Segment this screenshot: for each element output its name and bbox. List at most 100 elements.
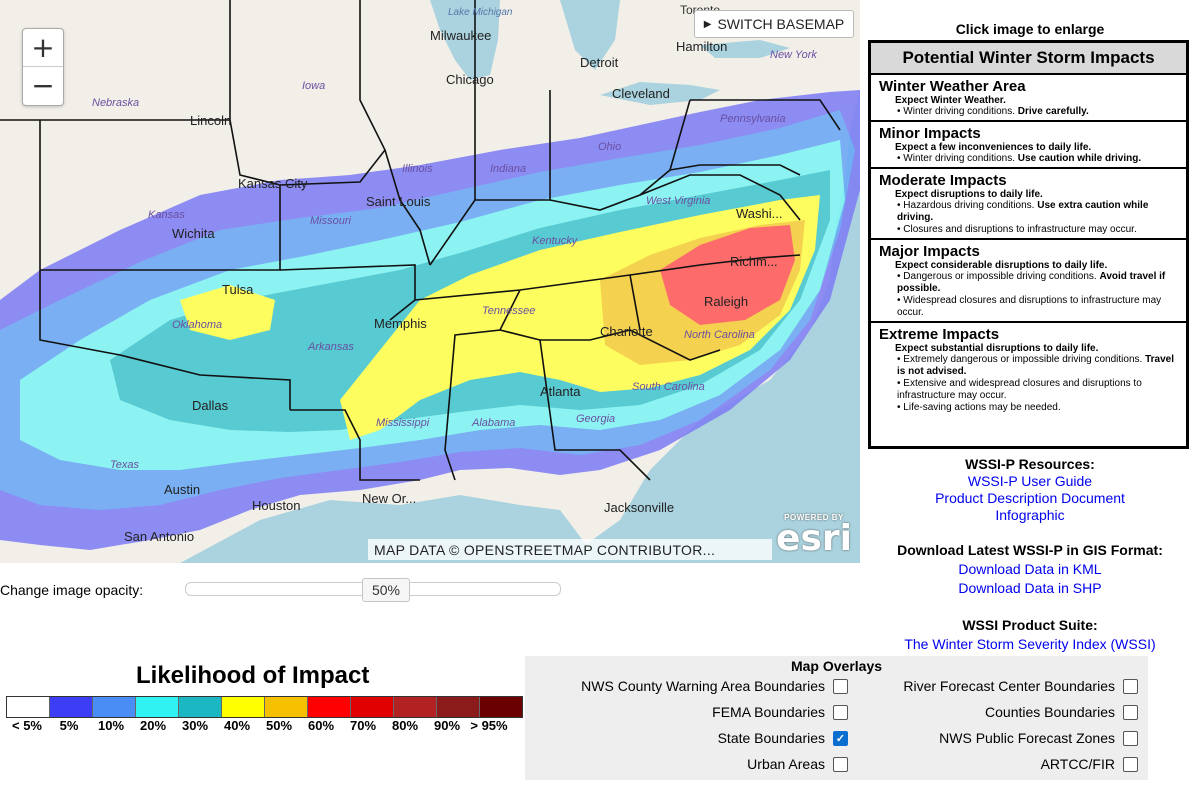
legend-title: Likelihood of Impact xyxy=(136,662,370,689)
label-iowa: Iowa xyxy=(302,80,325,92)
opacity-slider-handle[interactable]: 50% xyxy=(362,578,410,602)
legend-label: < 5% xyxy=(12,718,42,733)
overlay-checkbox[interactable] xyxy=(833,704,848,720)
impact-section: Winter Weather Area Expect Winter Weather… xyxy=(871,75,1186,122)
impact-expectation: Expect substantial disruptions to daily … xyxy=(895,343,1099,354)
overlay-checkbox[interactable] xyxy=(833,678,848,694)
label-west-virginia: West Virginia xyxy=(646,195,710,207)
impact-expectation: Expect considerable disruptions to daily… xyxy=(895,260,1108,271)
impact-section: Moderate Impacts Expect disruptions to da… xyxy=(871,169,1186,240)
lake-ontario xyxy=(700,40,790,58)
legend-swatch xyxy=(437,697,480,717)
legend-swatch xyxy=(351,697,394,717)
infographic-link[interactable]: Infographic xyxy=(995,507,1065,523)
impact-map[interactable]: Lake Michigan Toronto Milwaukee Hamilton… xyxy=(0,0,860,563)
esri-logo[interactable]: POWERED BY esri xyxy=(776,513,852,557)
label-nebraska: Nebraska xyxy=(92,97,139,109)
overlay-option[interactable]: State Boundaries ✓ xyxy=(718,730,848,746)
overlay-option[interactable]: NWS Public Forecast Zones xyxy=(939,730,1138,746)
label-dallas: Dallas xyxy=(192,398,229,413)
impact-heading: Winter Weather Area xyxy=(879,78,1026,95)
impacts-title: Potential Winter Storm Impacts xyxy=(871,43,1186,75)
wssi-link[interactable]: The Winter Storm Severity Index (WSSI) xyxy=(904,636,1156,652)
impact-bullet-text: • Extensive and widespread closures and … xyxy=(897,378,1142,401)
download-shp-link[interactable]: Download Data in SHP xyxy=(958,580,1102,596)
label-austin: Austin xyxy=(164,482,200,497)
label-saint-louis: Saint Louis xyxy=(366,194,431,209)
legend-swatch xyxy=(136,697,179,717)
label-new-orleans: New Or... xyxy=(362,491,416,506)
label-lincoln: Lincoln xyxy=(190,113,231,128)
overlay-label: Counties Boundaries xyxy=(985,704,1115,720)
esri-powered-by: POWERED BY xyxy=(784,513,844,522)
impact-bullet-text: • Dangerous or impossible driving condit… xyxy=(897,271,1100,282)
label-texas: Texas xyxy=(110,459,139,471)
overlay-checkbox[interactable] xyxy=(1123,704,1138,720)
impact-section: Extreme Impacts Expect substantial disrup… xyxy=(871,323,1186,416)
label-cleveland: Cleveland xyxy=(612,86,670,101)
label-kansas-city: Kansas City xyxy=(238,176,308,191)
legend-label: 40% xyxy=(223,718,251,733)
legend-label: 5% xyxy=(59,718,79,733)
impact-bullet-text: • Winter driving conditions. xyxy=(897,106,1018,117)
overlay-checkbox[interactable]: ✓ xyxy=(833,730,848,746)
legend-swatch xyxy=(222,697,265,717)
user-guide-link[interactable]: WSSI-P User Guide xyxy=(967,473,1093,489)
download-kml-link[interactable]: Download Data in KML xyxy=(958,561,1102,577)
band-40pct-oklahoma xyxy=(180,285,275,340)
label-lake-michigan: Lake Michigan xyxy=(448,7,513,18)
map-attribution[interactable]: MAP DATA © OPENSTREETMAP CONTRIBUTOR... xyxy=(368,539,772,560)
label-alabama: Alabama xyxy=(471,417,515,429)
overlay-option[interactable]: FEMA Boundaries xyxy=(712,704,848,720)
impact-bullet-text: • Life-saving actions may be needed. xyxy=(897,402,1061,413)
overlay-option[interactable]: Counties Boundaries xyxy=(985,704,1138,720)
label-memphis: Memphis xyxy=(374,316,427,331)
label-illinois: Illinois xyxy=(402,163,433,175)
lake-huron xyxy=(560,0,620,70)
impact-bullet: • Dangerous or impossible driving condit… xyxy=(879,271,1180,295)
label-kansas: Kansas xyxy=(148,209,185,221)
legend-swatch xyxy=(308,697,351,717)
overlay-label: NWS County Warning Area Boundaries xyxy=(581,678,825,694)
overlay-option[interactable]: ARTCC/FIR xyxy=(1041,756,1138,772)
zoom-out-button[interactable]: − xyxy=(23,66,63,104)
label-chicago: Chicago xyxy=(446,72,494,87)
product-description-link[interactable]: Product Description Document xyxy=(935,490,1125,506)
overlay-checkbox[interactable] xyxy=(1123,730,1138,746)
label-pennsylvania: Pennsylvania xyxy=(720,113,785,125)
overlay-option[interactable]: River Forecast Center Boundaries xyxy=(903,678,1138,694)
label-north-carolina: North Carolina xyxy=(684,329,755,341)
label-kentucky: Kentucky xyxy=(532,235,579,247)
label-tennessee: Tennessee xyxy=(482,305,535,317)
impact-section: Minor Impacts Expect a few inconveniences… xyxy=(871,122,1186,169)
switch-basemap-button[interactable]: ▶ SWITCH BASEMAP xyxy=(694,10,854,38)
legend-label: 60% xyxy=(307,718,335,733)
legend-swatch xyxy=(394,697,437,717)
label-south-carolina: South Carolina xyxy=(632,381,705,393)
label-indiana: Indiana xyxy=(490,163,526,175)
label-atlanta: Atlanta xyxy=(540,384,581,399)
impact-bullet: • Widespread closures and disruptions to… xyxy=(879,295,1180,319)
product-suite-heading: WSSI Product Suite: xyxy=(962,617,1098,633)
click-to-enlarge-label: Click image to enlarge xyxy=(955,21,1105,37)
label-arkansas: Arkansas xyxy=(307,341,354,353)
winter-storm-impacts-image[interactable]: Potential Winter Storm Impacts Winter We… xyxy=(868,40,1189,449)
switch-basemap-label: SWITCH BASEMAP xyxy=(717,16,845,32)
resources-heading: WSSI-P Resources: xyxy=(965,456,1095,472)
overlay-option[interactable]: Urban Areas xyxy=(747,756,848,772)
overlay-checkbox[interactable] xyxy=(1123,678,1138,694)
overlay-checkbox[interactable] xyxy=(1123,756,1138,772)
zoom-control: + − xyxy=(22,28,64,106)
overlay-option[interactable]: NWS County Warning Area Boundaries xyxy=(581,678,848,694)
impact-bullet: • Hazardous driving conditions. Use extr… xyxy=(879,200,1180,224)
legend-label: 50% xyxy=(265,718,293,733)
map-canvas[interactable]: Lake Michigan Toronto Milwaukee Hamilton… xyxy=(0,0,860,563)
overlay-checkbox[interactable] xyxy=(833,756,848,772)
label-wichita: Wichita xyxy=(172,226,215,241)
impact-bullet-emphasis: Use extra caution while driving. xyxy=(897,200,1149,223)
label-new-york: New York xyxy=(770,49,817,61)
label-tulsa: Tulsa xyxy=(222,282,254,297)
label-mississippi: Mississippi xyxy=(376,417,430,429)
zoom-in-button[interactable]: + xyxy=(31,31,55,64)
impact-heading: Minor Impacts xyxy=(879,125,981,142)
